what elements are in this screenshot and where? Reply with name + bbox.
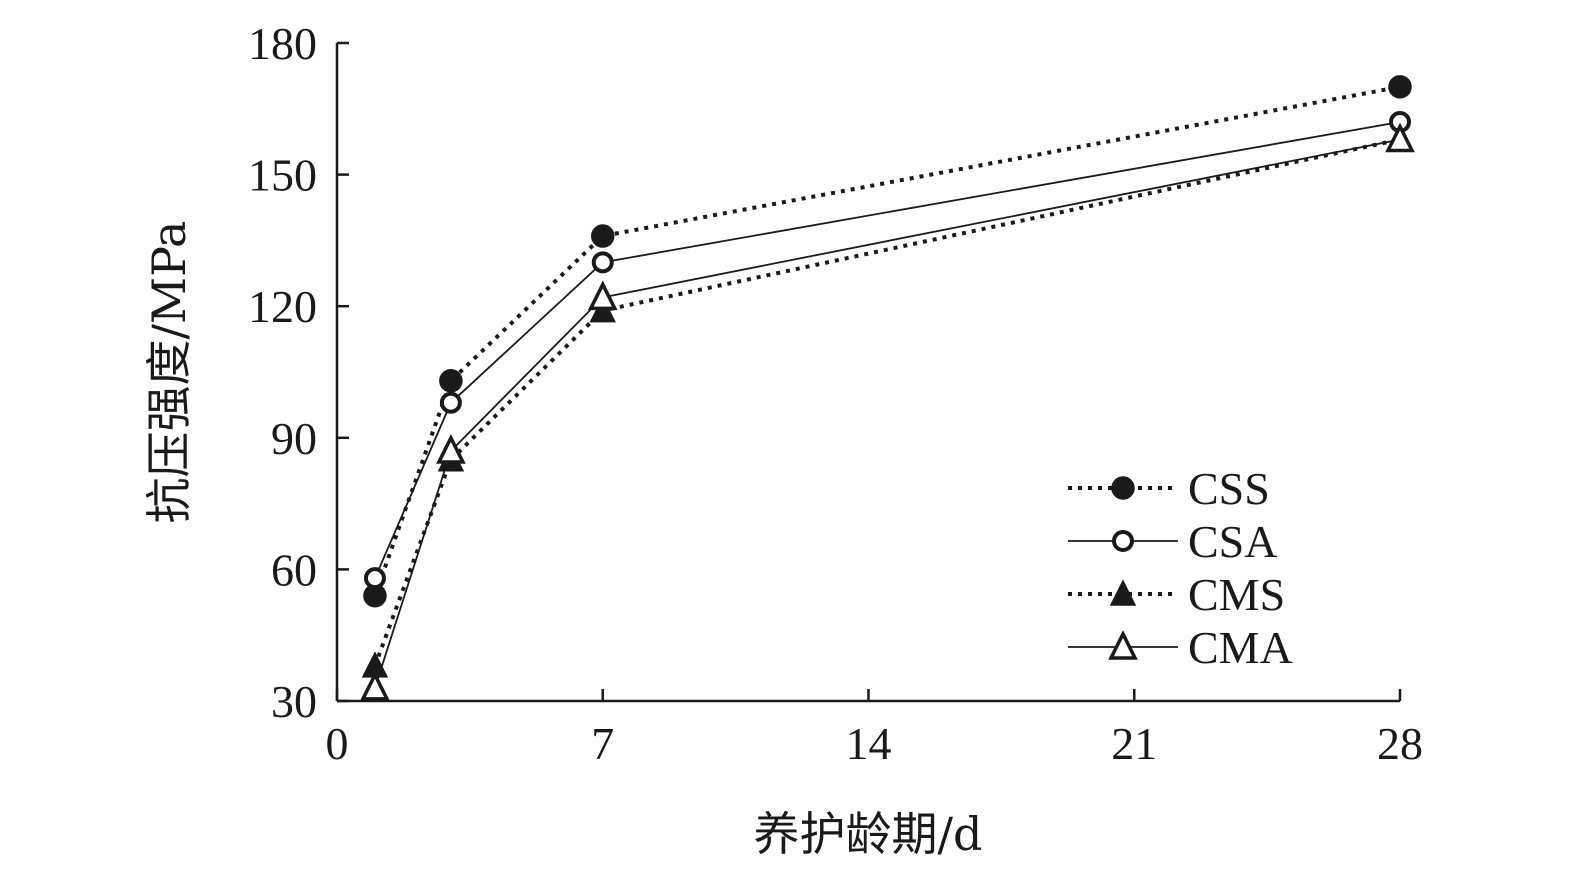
legend-label: CSS [1188, 463, 1270, 514]
data-point-css [591, 224, 615, 248]
series-line-cma [374, 138, 1401, 689]
data-point-cma [360, 670, 390, 701]
series-layer [360, 75, 1415, 701]
y-ticks: 30 60 90 120 150 180 [248, 18, 349, 727]
legend-marker [1109, 579, 1137, 606]
y-tick-label: 90 [271, 413, 317, 464]
data-point-cma [587, 280, 618, 311]
legend-marker [1112, 530, 1134, 552]
x-ticks: 0 7 14 21 28 [326, 689, 1423, 769]
x-tick-label: 28 [1377, 718, 1423, 769]
data-point-csa [439, 391, 462, 414]
data-point-csa [363, 567, 386, 590]
series-line-cms [373, 137, 1401, 667]
data-point-css [439, 369, 463, 393]
data-point-cma [436, 434, 466, 464]
series-cma [360, 122, 1415, 701]
y-tick-label: 150 [248, 150, 317, 201]
legend-marker [1111, 476, 1135, 500]
legend-marker [1108, 630, 1138, 660]
legend-label: CMS [1188, 569, 1285, 620]
x-tick-label: 14 [846, 718, 892, 769]
series-csa [363, 110, 1411, 590]
legend-item-cma: CMA [1068, 622, 1293, 673]
x-tick-label: 7 [591, 718, 614, 769]
y-tick-label: 60 [271, 544, 317, 595]
legend-label: CSA [1188, 516, 1277, 567]
y-tick-label: 30 [271, 676, 317, 727]
y-tick-label: 120 [248, 281, 317, 332]
x-tick-label: 21 [1111, 718, 1157, 769]
x-axis-title: 养护龄期/d [754, 807, 983, 861]
legend-item-css: CSS [1068, 463, 1270, 514]
y-tick-label: 180 [248, 18, 317, 69]
data-point-csa [591, 251, 614, 274]
legend-item-cms: CMS [1068, 569, 1285, 620]
y-axis-title: 抗压强度/MPa [142, 221, 196, 524]
legend-label: CMA [1188, 622, 1293, 673]
data-point-css [1388, 75, 1412, 99]
x-tick-label: 0 [326, 718, 349, 769]
legend-item-csa: CSA [1068, 516, 1277, 567]
series-line-csa [374, 121, 1401, 579]
data-point-cma [1385, 122, 1415, 153]
